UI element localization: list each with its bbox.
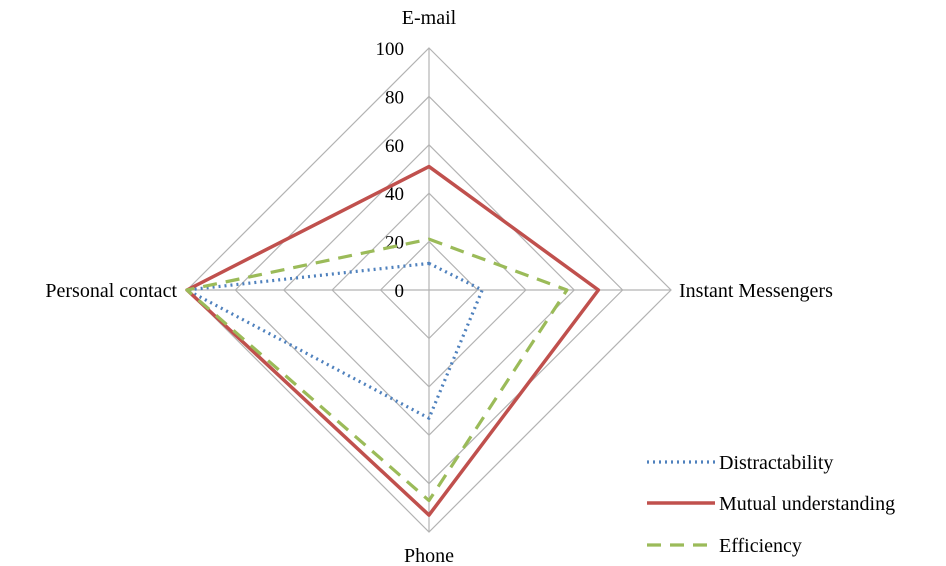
- legend: Distractability Mutual understanding Eff…: [647, 452, 895, 557]
- legend-label-efficiency: Efficiency: [719, 535, 802, 557]
- radial-tick-label: 60: [385, 136, 404, 157]
- radial-tick-labels: 0 20 40 60 80 100: [376, 39, 405, 302]
- radial-tick-label: 80: [385, 87, 404, 108]
- radial-tick-label: 40: [385, 184, 404, 205]
- axis-label-instant-messengers: Instant Messengers: [679, 280, 833, 302]
- radial-tick-label: 100: [376, 39, 405, 60]
- series-line-mutual-understanding: [185, 164, 601, 517]
- radial-tick-label: 20: [385, 233, 404, 254]
- radial-tick-label: 0: [395, 281, 405, 302]
- axis-label-email: E-mail: [402, 7, 457, 29]
- legend-label-mutual-understanding: Mutual understanding: [719, 493, 895, 515]
- series-line-distractability: [185, 261, 484, 420]
- series-line-efficiency: [185, 237, 569, 503]
- axis-label-phone: Phone: [404, 545, 454, 566]
- series-lines: [185, 164, 601, 517]
- legend-label-distractability: Distractability: [719, 452, 833, 474]
- radar-spokes: [187, 48, 671, 532]
- axis-label-personal-contact: Personal contact: [45, 280, 177, 302]
